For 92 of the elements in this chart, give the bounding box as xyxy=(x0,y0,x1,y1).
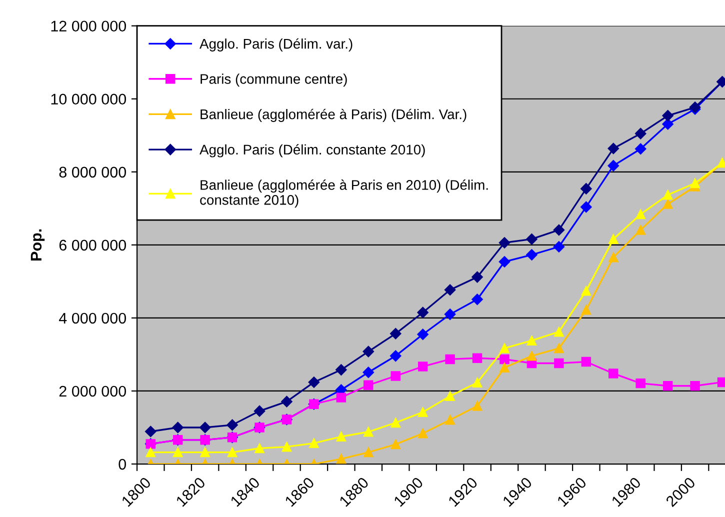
point xyxy=(472,378,482,388)
point xyxy=(608,142,619,154)
point xyxy=(608,368,618,378)
point xyxy=(636,378,646,388)
point xyxy=(580,183,592,194)
point xyxy=(390,371,400,381)
y-tick-label: 2 000 000 xyxy=(59,386,126,397)
point xyxy=(472,353,482,363)
point xyxy=(581,286,592,296)
point xyxy=(254,405,266,417)
point xyxy=(418,428,428,438)
point xyxy=(662,381,673,391)
point xyxy=(417,306,428,318)
point xyxy=(444,308,456,320)
point xyxy=(390,439,400,450)
point xyxy=(145,426,156,438)
legend-label: Paris (commune centre) xyxy=(200,74,347,87)
point xyxy=(417,328,428,340)
point xyxy=(500,343,510,354)
point xyxy=(635,143,646,155)
point xyxy=(500,354,510,364)
y-tick-label: 6 000 000 xyxy=(59,240,126,251)
point xyxy=(254,443,264,454)
point xyxy=(472,271,483,283)
point xyxy=(690,178,700,188)
point xyxy=(662,190,673,200)
point xyxy=(526,351,537,361)
point xyxy=(608,160,619,172)
point xyxy=(362,346,374,358)
point xyxy=(200,447,210,458)
point xyxy=(227,447,238,458)
point xyxy=(526,336,537,346)
point xyxy=(364,380,374,390)
point xyxy=(390,418,400,428)
point xyxy=(662,118,674,130)
point xyxy=(390,328,402,340)
point xyxy=(281,396,292,408)
point xyxy=(554,343,564,354)
y-axis-title: Pop. xyxy=(30,229,45,260)
legend-label: Banlieue (agglomérée à Paris en 2010) (Délim. constante 2010) xyxy=(200,180,488,208)
point xyxy=(554,326,564,337)
point xyxy=(580,201,592,213)
point xyxy=(472,401,482,411)
point xyxy=(445,354,455,364)
point xyxy=(364,427,374,437)
point xyxy=(636,225,646,235)
point xyxy=(553,224,565,236)
y-tick-label: 0 xyxy=(118,458,126,470)
point xyxy=(282,442,292,452)
point xyxy=(308,376,320,388)
point xyxy=(662,110,674,122)
point xyxy=(445,414,455,425)
point xyxy=(418,362,428,372)
point xyxy=(581,356,592,367)
point xyxy=(526,249,538,260)
point xyxy=(553,241,565,252)
point xyxy=(526,233,538,245)
point xyxy=(418,407,428,418)
point xyxy=(390,350,402,362)
point xyxy=(336,432,346,442)
point xyxy=(635,128,646,140)
point xyxy=(690,381,700,391)
y-tick-label: 8 000 000 xyxy=(59,166,126,178)
point xyxy=(309,438,319,448)
point xyxy=(498,237,510,248)
legend-label: Agglo. Paris (Délim. constante 2010) xyxy=(200,144,425,158)
point xyxy=(554,358,564,368)
y-tick-label: 10 000 000 xyxy=(51,94,126,105)
point xyxy=(608,234,618,244)
point xyxy=(226,419,238,431)
legend-label: Agglo. Paris (Délim. var.) xyxy=(200,38,352,52)
y-tick-label: 4 000 000 xyxy=(59,312,126,324)
point xyxy=(362,366,374,378)
point xyxy=(472,294,483,305)
point xyxy=(636,209,646,220)
point xyxy=(172,422,184,434)
point xyxy=(336,392,346,402)
point xyxy=(199,422,211,434)
point xyxy=(662,199,673,209)
point xyxy=(146,447,156,458)
point xyxy=(608,252,618,262)
point xyxy=(364,447,374,458)
y-tick-label: 12 000 000 xyxy=(51,20,126,32)
point xyxy=(336,364,347,376)
point xyxy=(445,391,455,401)
legend-label: Banlieue (agglomérée à Paris) (Délim. Var.) xyxy=(200,108,466,122)
point xyxy=(500,362,510,372)
point xyxy=(498,256,510,268)
point xyxy=(581,305,592,315)
point xyxy=(172,447,183,458)
point xyxy=(336,454,346,464)
point xyxy=(444,284,456,296)
